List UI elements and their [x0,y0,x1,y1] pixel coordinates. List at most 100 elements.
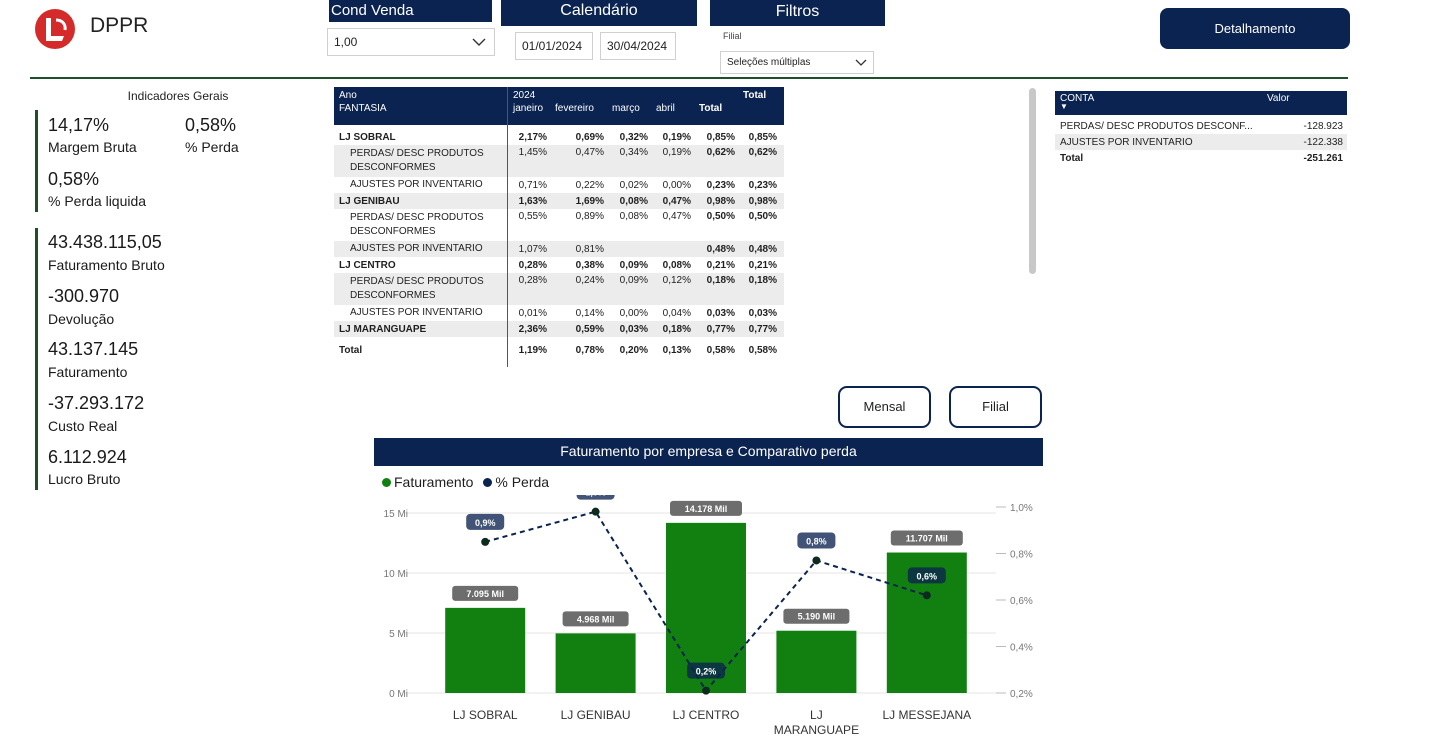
matrix-cell: 0,85% [706,131,735,143]
cond-venda-title: Cond Venda [329,0,492,22]
legend-item-faturamento[interactable]: Faturamento [382,474,473,490]
matrix-cell: 0,24% [575,275,604,286]
start-date-input[interactable]: 01/01/2024 [515,32,593,60]
table-row: PERDAS/ DESC PRODUTOS DESCONFORMES 1,45% 0… [334,145,784,177]
faturamento-value: 43.137.145 [48,339,139,359]
legend-item-perda[interactable]: % Perda [483,474,549,490]
matrix-cell: 0,03% [619,323,648,335]
filial-button[interactable]: Filial [949,386,1042,428]
conta-name: PERDAS/ DESC PRODUTOS DESCONF... [1060,120,1253,132]
devolucao-label: Devolução [48,311,115,327]
matrix-cell: 0,00% [662,179,691,191]
matrix-header-total: Total [743,89,767,101]
matrix-cell: 0,03% [706,307,735,319]
matrix-cell: 0,28% [518,259,547,271]
matrix-group-row: LJ CENTRO 0,28% 0,38% 0,09% 0,08% 0,21% 0,21% [334,257,784,273]
perda-point [922,591,931,600]
matrix-group-row: LJ MARANGUAPE 2,36% 0,59% 0,03% 0,18% 0,77% 0,… [334,321,784,337]
bar-data-label: 14.178 Mil [685,504,728,514]
matrix-cell: 0,03% [748,307,777,319]
matrix-scrollbar[interactable] [1029,88,1036,274]
indicator-group-bar [35,228,38,490]
company-logo [32,8,78,50]
matrix-cell: 0,01% [518,307,547,319]
matrix-cell: 0,77% [706,323,735,335]
perda-data-label: 0,9% [475,518,496,528]
perda-data-label-bg [466,513,505,530]
matrix-divider [507,87,508,367]
perda-liquida-value: 0,58% [48,169,100,189]
margem-bruta-label: Margem Bruta [48,139,137,155]
end-date-input[interactable]: 30/04/2024 [600,32,676,60]
matrix-cell: 0,08% [619,211,648,222]
matrix-cell: 0,48% [748,243,777,255]
y-right-tick-label: 0,2% [1010,689,1033,700]
matrix-header-ano: Ano [339,89,357,101]
cond-venda-dropdown[interactable]: 1,00 [327,28,495,56]
filtros-title: Filtros [710,0,885,26]
matrix-header-total: Total [699,103,723,114]
detalhamento-button[interactable]: Detalhamento [1160,8,1350,49]
matrix-cell: 0,21% [748,259,777,271]
bar-data-label: 5.190 Mil [798,612,836,622]
matrix-cell: 0,19% [662,147,691,158]
matrix-cell: 0,47% [662,211,691,222]
table-row: PERDAS/ DESC PRODUTOS DESCONFORMES 0,28% 0… [334,273,784,305]
perda-point [702,686,710,695]
chevron-down-icon [855,52,867,83]
matrix-cell: 0,08% [619,195,648,207]
perda-data-label: 0,2% [696,667,717,677]
conta-value: -128.923 [1303,120,1343,132]
matrix-cell: 0,47% [575,147,604,158]
matrix-cell: 0,32% [619,131,648,143]
matrix-cell: 0,13% [662,344,691,356]
sort-desc-icon: ▼ [1060,102,1068,111]
matrix-group-row: LJ GENIBAU 1,63% 1,69% 0,08% 0,47% 0,98% 0,98% [334,193,784,209]
matrix-header-year: 2024 [513,89,536,101]
matrix-cell: 0,78% [575,344,604,356]
faturamento-bruto-value: 43.438.115,05 [48,232,162,252]
bar [445,607,526,693]
matrix-cell: 0,18% [662,323,691,335]
matrix-cell: 0,12% [662,275,691,286]
matrix-cell: 0,08% [662,259,691,271]
matrix-cell: 0,62% [748,147,777,158]
matrix-cell: 0,20% [619,344,648,356]
custo-real-label: Custo Real [48,418,118,434]
matrix-row-label: AJUSTES POR INVENTARIO [350,307,483,318]
matrix-cell: 0,23% [748,179,777,191]
table-row: AJUSTES POR INVENTARIO 0,71% 0,22% 0,02% 0,0… [334,177,784,193]
matrix-cell: 0,48% [706,243,735,255]
matrix-cell: 1,69% [575,195,604,207]
matrix-header-row: FANTASIA janeiro fevereiro março abril T… [334,103,784,125]
filial-dropdown[interactable]: Seleções múltiplas [720,51,874,74]
matrix-row-label: LJ GENIBAU [339,195,400,207]
table-row: AJUSTES POR INVENTARIO 0,01% 0,14% 0,00% 0,0… [334,305,784,321]
conta-header-row: CONTA ▼ Valor [1055,91,1347,115]
conta-header-valor[interactable]: Valor [1267,93,1290,104]
matrix-cell: 1,19% [518,344,547,356]
matrix-cell: 0,77% [748,323,777,335]
y-right-tick-label: 0,8% [1010,550,1033,561]
custo-real-value: -37.293.172 [48,393,145,413]
matrix-cell: 0,98% [748,195,777,207]
table-row: PERDAS/ DESC PRODUTOS DESCONF... -128.92… [1055,118,1347,134]
conta-table: CONTA ▼ Valor PERDAS/ DESC PRODUTOS DESC… [1055,91,1347,166]
matrix-row-label: LJ CENTRO [339,259,396,271]
x-tick-label: MARANGUAPE [774,723,859,737]
matrix-cell: 0,04% [662,307,691,319]
mensal-button[interactable]: Mensal [838,386,931,428]
perda-data-label-bg [907,567,946,584]
chevron-down-icon [472,29,486,64]
matrix-cell: 2,36% [518,323,547,335]
matrix-cell: 0,58% [706,344,735,356]
matrix-cell: 0,98% [706,195,735,207]
filial-label: Filial [723,31,742,41]
chart-legend: Faturamento % Perda [382,474,549,490]
table-total-row: Total -251.261 [1055,150,1347,166]
filial-value: Seleções múltiplas [727,57,811,68]
legend-label: % Perda [495,474,550,490]
conta-header-conta[interactable]: CONTA ▼ [1055,93,1262,110]
y-left-tick-label: 15 Mi [384,509,408,520]
perda-label: % Perda [185,139,239,155]
